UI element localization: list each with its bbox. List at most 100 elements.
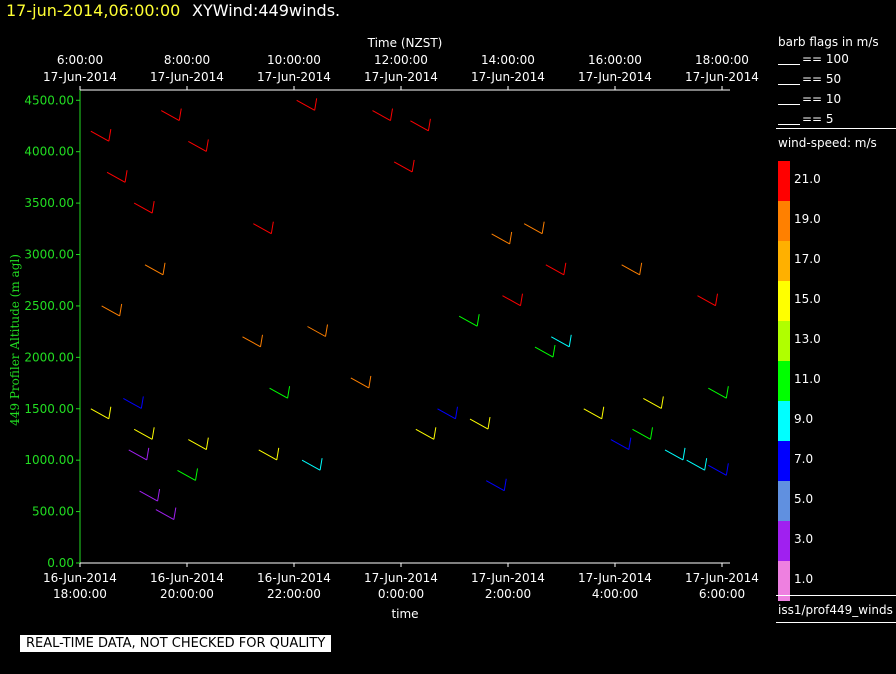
x-tick-label: 4:00:00 — [592, 587, 638, 601]
barb-staff — [534, 346, 554, 358]
speed-color-swatch — [778, 161, 790, 201]
barb-legend-item: == 100 — [802, 52, 849, 66]
speed-color-swatch — [778, 361, 790, 401]
x-tick-label: 17-Jun-2014 — [578, 571, 652, 585]
barb-staff — [90, 130, 110, 142]
barb-flag — [487, 416, 491, 430]
barb-flag — [151, 201, 155, 214]
top-tick-label: 16:00:00 — [588, 53, 642, 67]
speed-level-label: 5.0 — [794, 492, 814, 506]
barb-flag — [568, 334, 572, 347]
barb-flag — [650, 427, 653, 440]
barb-staff — [161, 110, 180, 122]
x-tick-label: 2:00:00 — [485, 587, 531, 601]
wind-barb — [643, 396, 664, 409]
barb-staff — [269, 387, 288, 399]
y-tick-label: 0.00 — [47, 556, 74, 570]
barb-flag — [411, 159, 415, 173]
barb-staff — [697, 295, 716, 307]
x-tick-label: 17-Jun-2014 — [364, 571, 438, 585]
barb-staff — [188, 439, 207, 451]
barb-flag — [173, 507, 177, 520]
wind-barb — [486, 478, 507, 492]
wind-barb — [708, 463, 729, 476]
wind-barb — [697, 293, 718, 307]
barb-flag — [476, 314, 480, 327]
top-tick-label: 17-Jun-2014 — [471, 70, 545, 84]
speed-level-label: 15.0 — [794, 292, 821, 306]
wind-barb — [133, 427, 155, 440]
wind-barb — [301, 458, 323, 471]
barb-staff — [307, 326, 326, 337]
top-tick-label: 6:00:00 — [57, 53, 103, 67]
speed-level-label: 21.0 — [794, 172, 821, 186]
wind-barb — [545, 262, 567, 276]
barb-flag — [287, 386, 291, 399]
barb-flag — [509, 231, 513, 245]
quality-warning: REAL-TIME DATA, NOT CHECKED FOR QUALITY — [20, 635, 332, 652]
barb-flag — [427, 118, 431, 131]
barb-staff — [664, 449, 684, 461]
x-tick-label: 6:00:00 — [699, 587, 745, 601]
speed-color-swatch — [778, 241, 790, 281]
wind-barb — [188, 139, 209, 152]
barb-staff — [486, 480, 505, 492]
wind-barb — [90, 129, 112, 142]
top-tick-label: 18:00:00 — [695, 53, 749, 67]
y-tick-label: 500.00 — [32, 505, 74, 519]
wind-barb — [296, 98, 318, 111]
y-tick-label: 2000.00 — [24, 350, 74, 364]
wind-barbs — [90, 98, 729, 520]
barb-flag — [151, 427, 155, 440]
barb-flag — [601, 406, 605, 419]
legend-divider — [776, 128, 896, 129]
top-tick-label: 12:00:00 — [374, 53, 428, 67]
barb-legend-item: == 5 — [802, 112, 834, 126]
top-tick-label: 10:00:00 — [267, 53, 321, 67]
wind-barb — [583, 406, 605, 420]
barb-staff — [144, 264, 164, 276]
barb-flag — [628, 437, 632, 450]
barb-flag — [433, 427, 437, 440]
barb-flag — [715, 293, 718, 306]
barb-staff — [415, 428, 435, 440]
top-tick-label: 17-Jun-2014 — [685, 70, 759, 84]
plot-axes: 0.00 500.00 1000.00 1500.00 2000.00 2500.00 30… — [24, 53, 759, 601]
barb-staff — [458, 315, 478, 327]
barb-staff — [258, 449, 277, 461]
barb-flag — [455, 406, 458, 419]
wind-barb — [410, 118, 431, 132]
wind-barb — [155, 507, 177, 520]
barb-flag — [503, 478, 507, 491]
wind-barb — [372, 108, 393, 122]
barb-flag — [205, 139, 209, 152]
wind-barb — [133, 201, 155, 214]
wind-barb — [708, 386, 729, 399]
barb-flag — [260, 334, 263, 347]
barb-staff — [155, 509, 175, 520]
barb-legend-item: == 50 — [802, 72, 842, 86]
speed-level-label: 17.0 — [794, 252, 821, 266]
speed-level-label: 11.0 — [794, 372, 821, 386]
barb-staff — [139, 490, 158, 502]
barb-flag — [639, 262, 643, 275]
wind-barb — [393, 159, 415, 173]
barb-flag — [325, 324, 328, 337]
wind-barb — [469, 416, 491, 430]
barb-legend-symbol — [778, 64, 800, 65]
barb-flag — [124, 170, 128, 183]
x-tick-label: 16-Jun-2014 — [150, 571, 224, 585]
barb-flag — [541, 221, 545, 234]
speed-color-swatch — [778, 521, 790, 561]
speed-color-swatch — [778, 481, 790, 521]
barb-flag — [725, 386, 729, 399]
barb-staff — [545, 264, 565, 276]
y-tick-label: 3500.00 — [24, 196, 74, 210]
barb-staff — [551, 336, 570, 348]
speed-color-swatch — [778, 401, 790, 441]
legend-divider — [776, 595, 896, 596]
wind-barb — [177, 468, 198, 481]
wind-barb — [161, 108, 182, 122]
wind-barb — [458, 314, 480, 327]
x-tick-label: 0:00:00 — [378, 587, 424, 601]
